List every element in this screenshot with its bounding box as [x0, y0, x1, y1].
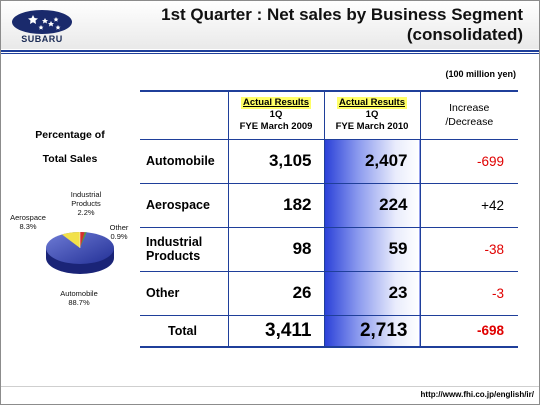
- row-label: Industrial Products: [140, 227, 228, 272]
- total-fy09: 3,411: [227, 315, 324, 348]
- cell-fy09: 3,105: [227, 139, 324, 184]
- cell-fy09: 26: [227, 271, 324, 316]
- pie-label-other-pct: 0.9%: [110, 232, 128, 241]
- pie-heading-line1: Percentage of: [35, 129, 105, 141]
- table-row-automobile: Automobile 3,105 2,407 -699: [140, 139, 518, 184]
- header-fy09-line3: FYE March 2009: [239, 121, 313, 133]
- header-fy09-line1: Actual Results: [241, 97, 311, 110]
- row-label-line1: Industrial: [146, 235, 203, 249]
- page-title-line1: 1st Quarter : Net sales by Business Segm…: [161, 5, 523, 24]
- row-label-line2: Products: [146, 249, 201, 263]
- cell-fy10: 59: [323, 227, 420, 272]
- unit-note: (100 million yen): [445, 69, 516, 79]
- cell-fy09: 182: [227, 183, 324, 228]
- cell-fy10: 2,407: [323, 139, 420, 184]
- total-change: -698: [419, 315, 518, 348]
- table-header-row: Actual Results 1Q FYE March 2009 Actual …: [140, 90, 518, 140]
- pie-label-automobile-name: Automobile: [60, 289, 98, 298]
- header-fy10: Actual Results 1Q FYE March 2010: [323, 90, 420, 140]
- table-row-industrial-products: Industrial Products 98 59 -38: [140, 227, 518, 272]
- table-row-aerospace: Aerospace 182 224 +42: [140, 183, 518, 228]
- header-fy10-line2: 1Q: [365, 109, 379, 121]
- header-blank: [140, 90, 228, 140]
- pie-label-aerospace-pct: 8.3%: [19, 222, 37, 231]
- pie-label-aerospace: Aerospace 8.3%: [8, 213, 48, 231]
- pie-heading-line2: Total Sales: [42, 153, 98, 165]
- header-change-line1: Increase: [449, 102, 490, 115]
- header-fy10-line1: Actual Results: [337, 97, 407, 110]
- total-label: Total: [140, 315, 228, 348]
- header-change-line2: /Decrease: [445, 116, 494, 129]
- pie-label-industrial-name1: Industrial: [70, 190, 102, 199]
- header-rule: [1, 50, 539, 52]
- pie-label-industrial: Industrial Products 2.2%: [66, 190, 106, 217]
- footer-url-link[interactable]: http://www.fhi.co.jp/english/ir/: [420, 390, 534, 399]
- cell-change: +42: [419, 183, 518, 228]
- pie-label-industrial-pct: 2.2%: [77, 208, 95, 217]
- header-fy09: Actual Results 1Q FYE March 2009: [227, 90, 324, 140]
- pie-label-automobile-pct: 88.7%: [68, 298, 90, 307]
- footer-rule: [1, 386, 539, 387]
- row-label: Other: [140, 271, 228, 316]
- table-row-total: Total 3,411 2,713 -698: [140, 315, 518, 348]
- brand-wordmark: SUBARU: [21, 34, 63, 44]
- row-label: Aerospace: [140, 183, 228, 228]
- total-fy10: 2,713: [323, 315, 420, 348]
- pie-label-aerospace-name: Aerospace: [10, 213, 46, 222]
- pie-label-other: Other 0.9%: [104, 223, 134, 241]
- table-row-other: Other 26 23 -3: [140, 271, 518, 316]
- cell-change: -3: [419, 271, 518, 316]
- page-title-line2: (consolidated): [406, 25, 523, 44]
- cell-change: -699: [419, 139, 518, 184]
- header-fy10-line3: FYE March 2010: [335, 121, 409, 133]
- header-change: Increase /Decrease: [419, 90, 518, 140]
- pie-slice-industrial: [80, 232, 85, 248]
- header-rule-thin: [1, 53, 539, 54]
- header-bar: SUBARU 1st Quarter : Net sales by Busine…: [1, 1, 539, 49]
- pie-label-other-name: Other: [109, 223, 129, 232]
- subaru-logo-icon: [12, 10, 72, 34]
- pie-slice-aerospace: [62, 232, 80, 248]
- cell-fy10: 224: [323, 183, 420, 228]
- pie-slice-other: [80, 232, 87, 248]
- header-fy09-line2: 1Q: [269, 109, 283, 121]
- pie-label-automobile: Automobile 88.7%: [44, 289, 114, 307]
- segment-sales-table: Actual Results 1Q FYE March 2009 Actual …: [140, 90, 518, 348]
- cell-fy10: 23: [323, 271, 420, 316]
- sales-share-pie: [46, 232, 114, 274]
- row-label: Automobile: [140, 139, 228, 184]
- pie-label-industrial-name2: Products: [71, 199, 101, 208]
- cell-fy09: 98: [227, 227, 324, 272]
- cell-change: -38: [419, 227, 518, 272]
